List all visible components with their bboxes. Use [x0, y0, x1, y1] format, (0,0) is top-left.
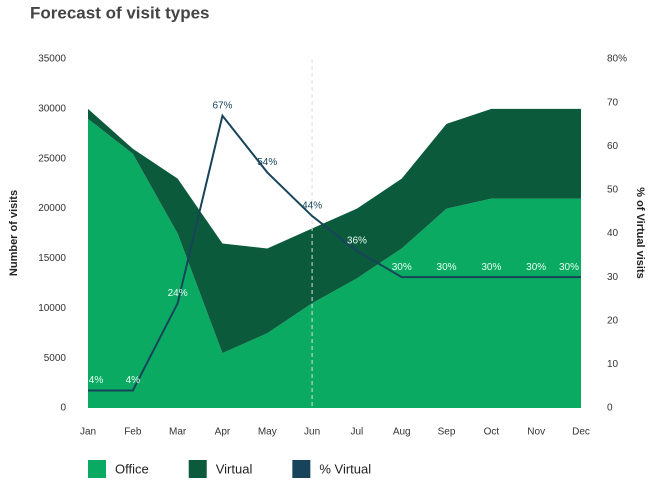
y2-tick-label: 50 [607, 185, 619, 196]
y-tick-label: 0 [60, 403, 66, 414]
y2-tick-label: 60 [607, 141, 619, 152]
legend-swatch [188, 460, 207, 478]
x-tick-label: Aug [393, 427, 411, 438]
data-label: 30% [559, 262, 579, 273]
data-label: 30% [392, 262, 412, 273]
area [88, 108, 581, 354]
y2-tick-label: 0 [607, 403, 613, 414]
y-tick-label: 20000 [38, 203, 66, 214]
y2-axis-label: % of Virtual visits [634, 187, 646, 279]
data-label: 44% [302, 201, 322, 212]
y2-tick-label: 30 [607, 272, 619, 283]
y2-tick-label: 80% [607, 54, 627, 65]
data-label: 4% [126, 375, 141, 386]
x-tick-label: Jan [80, 427, 96, 438]
data-label: 54% [257, 157, 277, 168]
x-tick-label: Jun [304, 427, 320, 438]
legend-swatch [292, 460, 311, 478]
y-axis-label: Number of visits [8, 190, 20, 276]
legend-label: % Virtual [319, 461, 371, 476]
data-label: 4% [89, 375, 104, 386]
x-tick-label: Sep [438, 427, 456, 438]
x-tick-label: May [258, 427, 277, 438]
y2-tick-label: 10 [607, 359, 619, 370]
x-tick-label: Oct [484, 427, 500, 438]
y-tick-label: 5000 [44, 353, 67, 364]
y-tick-label: 25000 [38, 153, 66, 164]
x-tick-label: Jul [351, 427, 364, 438]
y-tick-label: 10000 [38, 303, 66, 314]
data-label: 24% [168, 288, 188, 299]
y-tick-label: 35000 [38, 54, 66, 65]
y-tick-label: 15000 [38, 253, 66, 264]
data-label: 30% [437, 262, 457, 273]
line [88, 113, 581, 392]
y2-tick-label: 40 [607, 228, 619, 239]
x-tick-label: Feb [124, 427, 142, 438]
chart-title: Forecast of visit types [30, 3, 210, 22]
x-tick-label: Dec [572, 427, 590, 438]
data-label: 30% [481, 262, 501, 273]
y2-tick-label: 20 [607, 315, 619, 326]
legend-label: Virtual [216, 461, 253, 476]
x-tick-label: Nov [527, 427, 545, 438]
y-tick-label: 30000 [38, 103, 66, 114]
data-label: 36% [347, 236, 367, 247]
area [88, 118, 581, 408]
legend-label: Office [115, 461, 149, 476]
data-label: 67% [212, 100, 232, 111]
data-label: 30% [526, 262, 546, 273]
x-tick-label: Mar [169, 427, 187, 438]
x-tick-label: Apr [215, 427, 231, 438]
y2-tick-label: 70 [607, 97, 619, 108]
legend-swatch [88, 460, 106, 478]
